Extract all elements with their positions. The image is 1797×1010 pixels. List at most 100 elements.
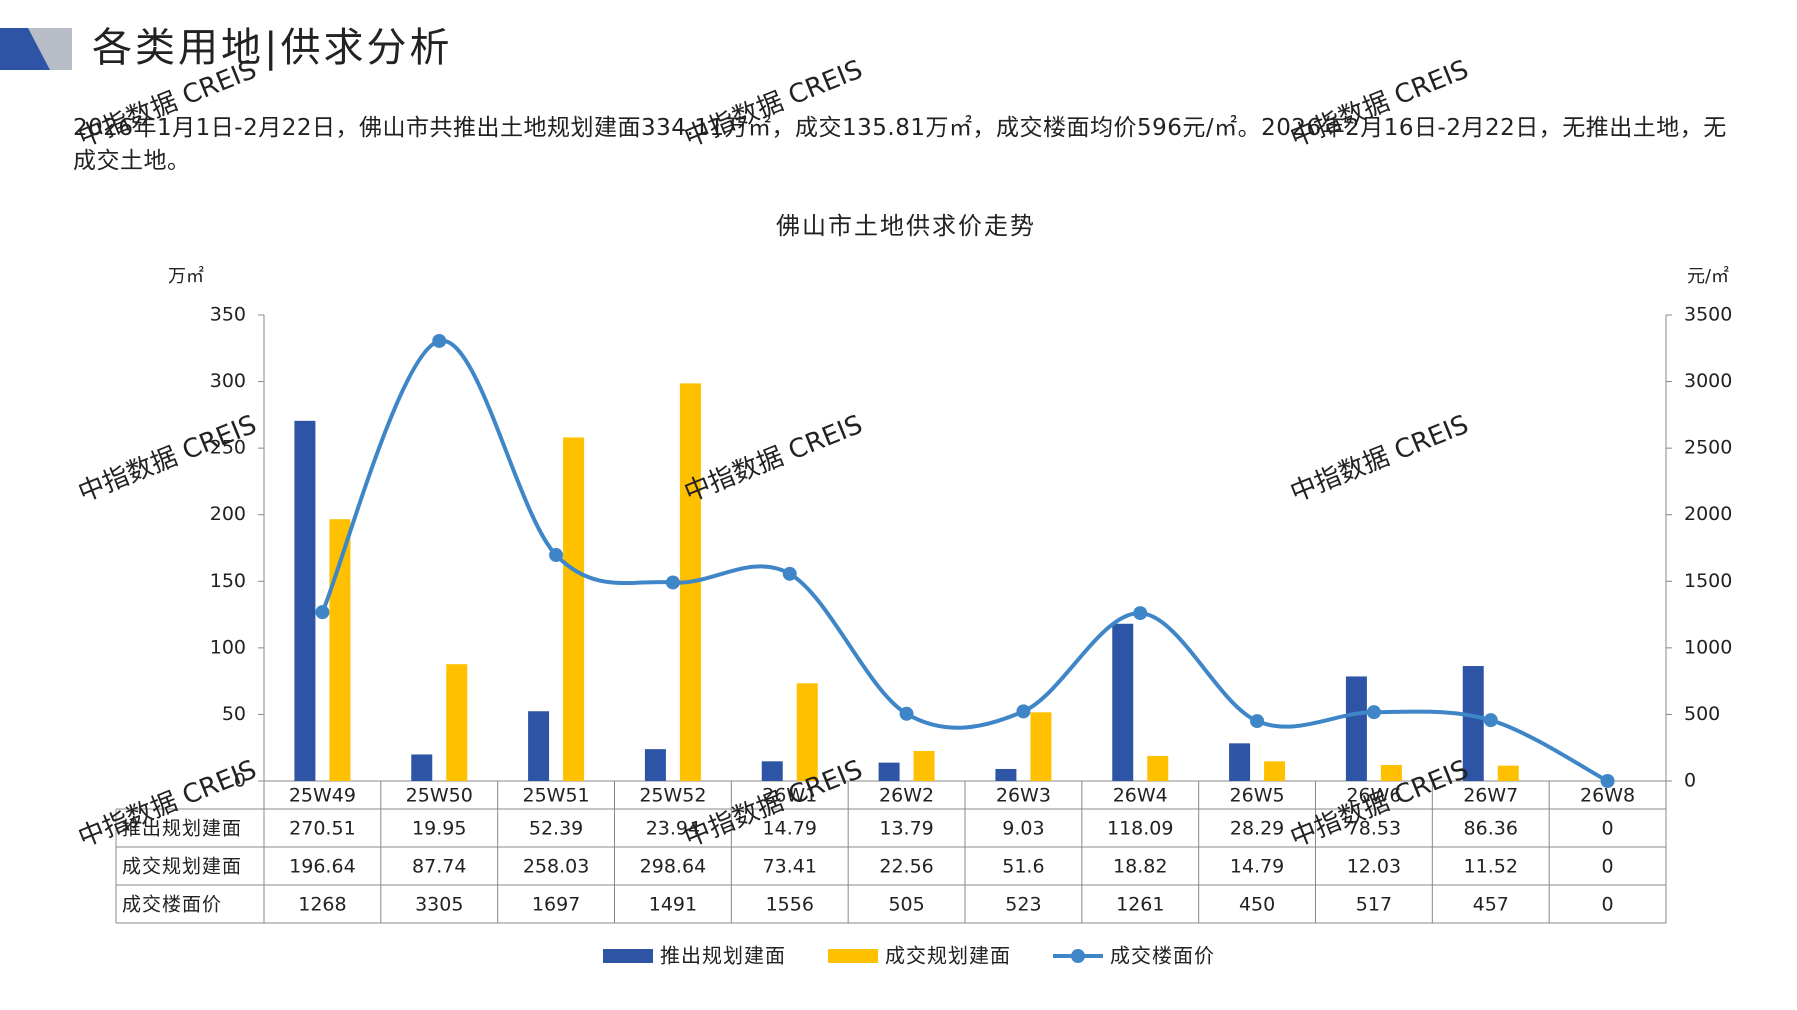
watermark: 中指数据 CREIS bbox=[680, 410, 867, 509]
table-cell: 18.82 bbox=[1113, 856, 1167, 878]
y2-tick-label: 2000 bbox=[1684, 503, 1732, 525]
y-axis-label: 万㎡ bbox=[168, 265, 204, 287]
bar bbox=[329, 519, 351, 781]
table-cell: 22.56 bbox=[879, 856, 933, 878]
bar bbox=[1229, 743, 1251, 781]
y2-axis-label: 元/㎡ bbox=[1687, 265, 1729, 287]
page-title: 各类用地|供求分析 bbox=[92, 25, 452, 71]
legend-swatch bbox=[828, 949, 878, 963]
bar bbox=[1380, 764, 1402, 781]
legend-swatch bbox=[603, 949, 653, 963]
x-tick-label: 25W49 bbox=[289, 785, 356, 807]
bar bbox=[1345, 676, 1367, 781]
x-tick-label: 26W2 bbox=[879, 785, 934, 807]
x-tick-label: 25W52 bbox=[639, 785, 706, 807]
line-marker bbox=[432, 333, 447, 348]
description: 2026年1月1日-2月22日，佛山市共推出土地规划建面334.11万㎡，成交1… bbox=[73, 115, 1727, 174]
bar bbox=[528, 711, 550, 781]
table-cell: 118.09 bbox=[1107, 818, 1173, 840]
table-cell: 0 bbox=[1602, 856, 1614, 878]
line-marker bbox=[1016, 704, 1031, 719]
table-cell: 73.41 bbox=[763, 856, 817, 878]
bar bbox=[1264, 761, 1286, 781]
table-cell: 51.6 bbox=[1002, 856, 1044, 878]
x-tick-label: 25W51 bbox=[523, 785, 590, 807]
bar bbox=[563, 437, 585, 781]
bar bbox=[411, 754, 433, 781]
y2-tick-label: 0 bbox=[1684, 770, 1696, 792]
table-cell: 12.03 bbox=[1347, 856, 1401, 878]
y-tick-label: 50 bbox=[222, 703, 246, 725]
header-decoration bbox=[28, 28, 72, 70]
line-marker bbox=[782, 566, 797, 581]
y-tick-label: 350 bbox=[210, 304, 246, 326]
table-cell: 0 bbox=[1602, 894, 1614, 916]
y-tick-label: 100 bbox=[210, 636, 246, 658]
bar bbox=[1030, 712, 1052, 781]
x-tick-label: 26W8 bbox=[1580, 785, 1635, 807]
y2-tick-label: 1500 bbox=[1684, 570, 1732, 592]
bar bbox=[913, 750, 935, 781]
x-tick-label: 26W7 bbox=[1463, 785, 1518, 807]
bar bbox=[1112, 623, 1134, 781]
table-cell: 11.52 bbox=[1464, 856, 1518, 878]
bar bbox=[1497, 765, 1519, 781]
bar bbox=[1147, 755, 1169, 781]
table-cell: 270.51 bbox=[289, 818, 355, 840]
table-cell: 457 bbox=[1473, 894, 1509, 916]
x-tick-label: 25W50 bbox=[406, 785, 473, 807]
bar bbox=[995, 768, 1017, 781]
table-row-label: 推出规划建面 bbox=[122, 818, 242, 840]
bar bbox=[878, 762, 900, 781]
table-cell: 1268 bbox=[298, 894, 346, 916]
table-cell: 505 bbox=[888, 894, 924, 916]
bar bbox=[644, 749, 666, 781]
y-tick-label: 150 bbox=[210, 570, 246, 592]
x-tick-label: 26W4 bbox=[1113, 785, 1168, 807]
bar bbox=[796, 683, 818, 781]
x-tick-label: 26W3 bbox=[996, 785, 1051, 807]
y-tick-label: 300 bbox=[210, 370, 246, 392]
table-cell: 517 bbox=[1356, 894, 1392, 916]
x-tick-label: 26W1 bbox=[762, 785, 817, 807]
line-marker bbox=[549, 548, 564, 563]
y2-tick-label: 500 bbox=[1684, 703, 1720, 725]
table-cell: 23.94 bbox=[646, 818, 700, 840]
table-cell: 9.03 bbox=[1002, 818, 1044, 840]
watermark: 中指数据 CREIS bbox=[74, 410, 261, 509]
table-cell: 298.64 bbox=[640, 856, 706, 878]
y2-tick-label: 3000 bbox=[1684, 370, 1732, 392]
table-cell: 19.95 bbox=[412, 818, 466, 840]
table-cell: 196.64 bbox=[289, 856, 355, 878]
chart-title: 佛山市土地供求价走势 bbox=[776, 212, 1036, 240]
legend-label: 成交规划建面 bbox=[885, 944, 1011, 968]
bar bbox=[1462, 666, 1484, 781]
y2-tick-label: 3500 bbox=[1684, 304, 1732, 326]
y2-tick-label: 1000 bbox=[1684, 636, 1732, 658]
table-cell: 3305 bbox=[415, 894, 463, 916]
x-tick-label: 26W6 bbox=[1346, 785, 1401, 807]
table-cell: 13.79 bbox=[879, 818, 933, 840]
table-cell: 52.39 bbox=[529, 818, 583, 840]
table-row-label: 成交楼面价 bbox=[122, 894, 222, 916]
table-cell: 1261 bbox=[1116, 894, 1164, 916]
watermark: 中指数据 CREIS bbox=[1286, 410, 1473, 509]
table-cell: 87.74 bbox=[412, 856, 466, 878]
bar bbox=[761, 761, 783, 781]
bar bbox=[446, 664, 468, 781]
table-cell: 450 bbox=[1239, 894, 1275, 916]
line bbox=[320, 338, 1609, 783]
line-marker bbox=[899, 706, 914, 721]
line-marker bbox=[1483, 713, 1498, 728]
x-tick-label: 26W5 bbox=[1230, 785, 1285, 807]
table-cell: 14.79 bbox=[763, 818, 817, 840]
legend-label: 成交楼面价 bbox=[1110, 944, 1215, 968]
line-marker bbox=[1250, 714, 1265, 729]
table-cell: 0 bbox=[1602, 818, 1614, 840]
line-marker bbox=[1600, 774, 1615, 788]
line-marker bbox=[315, 605, 330, 620]
table-cell: 1697 bbox=[532, 894, 580, 916]
y2-tick-label: 2500 bbox=[1684, 437, 1732, 459]
